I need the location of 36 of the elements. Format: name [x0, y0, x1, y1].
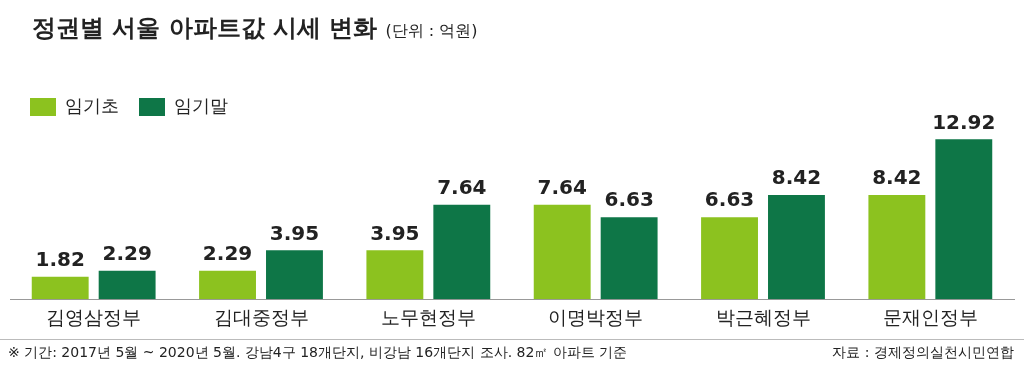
bar — [366, 250, 424, 300]
bar — [433, 204, 491, 300]
chart-title: 정권별 서울 아파트값 시세 변화 — [32, 14, 378, 42]
legend-label: 임기초 — [65, 94, 119, 116]
x-tick-label: 이명박정부 — [548, 305, 644, 328]
legend-label: 임기말 — [174, 94, 228, 116]
data-label: 3.95 — [269, 220, 320, 245]
data-label: 12.92 — [932, 109, 996, 134]
bar — [533, 204, 591, 300]
data-label: 6.63 — [704, 187, 755, 212]
data-label: 6.63 — [604, 187, 654, 212]
bar — [868, 195, 926, 300]
bar — [199, 270, 256, 300]
x-tick-label: 김대중정부 — [213, 305, 309, 328]
bar — [600, 217, 658, 300]
bar — [701, 217, 758, 300]
text: 자료 : 경제정의실천시민연합 — [832, 344, 1014, 362]
bar — [31, 276, 89, 300]
bar — [266, 250, 323, 300]
data-label: 2.29 — [102, 241, 152, 266]
text: ※ 기간: 2017년 5월 ~ 2020년 5월. 강남4구 18개단지, 비강남 16개단지 조사. 82㎡ 아파트 기준 — [8, 344, 628, 362]
x-tick-label: 노무현정부 — [380, 305, 476, 328]
bar — [98, 270, 156, 300]
data-label: 8.42 — [771, 165, 822, 190]
data-label: 7.64 — [437, 174, 487, 199]
bar — [935, 139, 993, 300]
data-label: 7.64 — [537, 174, 587, 199]
data-label: 2.29 — [202, 241, 253, 266]
x-tick-label: 문재인정부 — [882, 305, 978, 328]
data-label: 3.95 — [370, 220, 420, 245]
data-label: 1.82 — [35, 246, 85, 271]
x-tick-label: 박근혜정부 — [715, 305, 811, 328]
data-label: 8.42 — [872, 165, 922, 190]
bar — [768, 195, 825, 300]
chart-subtitle: (단위 : 억원) — [385, 21, 478, 40]
x-tick-label: 김영삼정부 — [46, 305, 142, 328]
